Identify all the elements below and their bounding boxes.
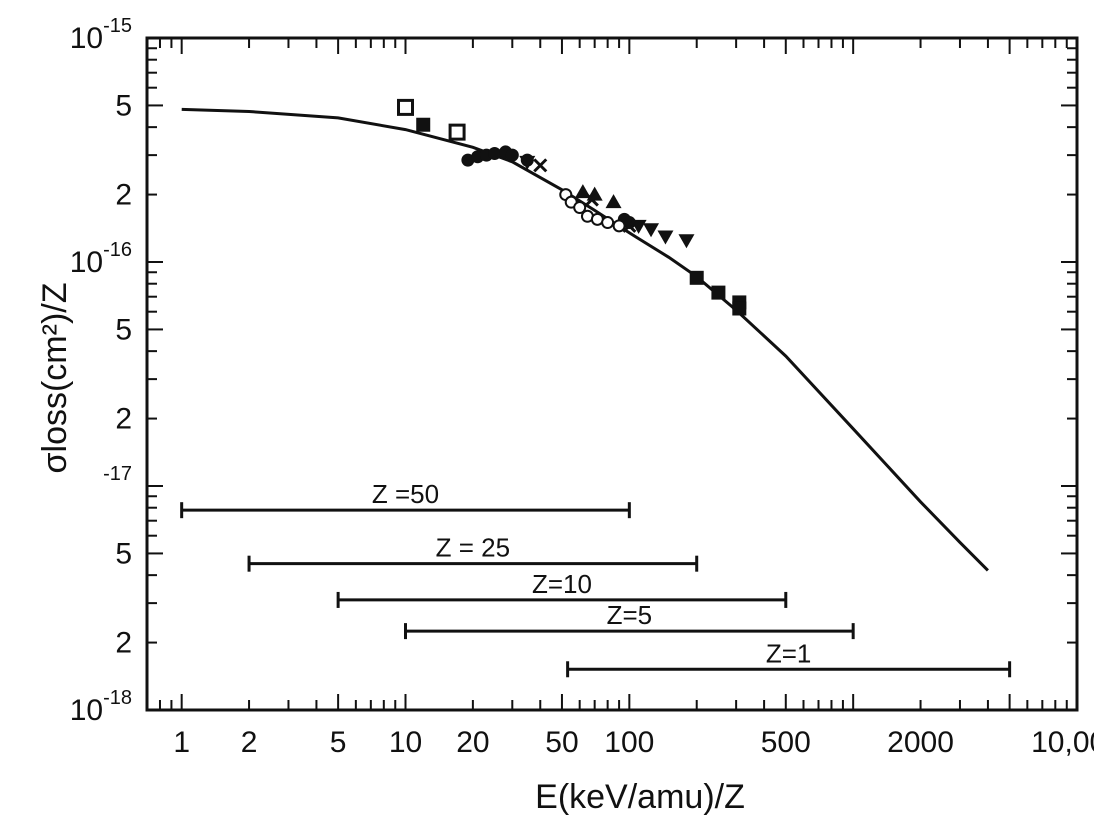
filled-down-triangle-marker — [657, 230, 674, 245]
x-tick-label: 50 — [545, 726, 578, 759]
filled-triangle-marker — [605, 194, 622, 209]
y-tick-base: 10 — [70, 22, 103, 55]
open-circle-marker — [612, 219, 626, 233]
cross-marker — [533, 158, 548, 173]
x-tick-label: 2000 — [887, 726, 954, 759]
y-tick-label: 2 — [115, 179, 132, 212]
filled-square-marker — [416, 117, 431, 132]
x-tick-label: 1 — [173, 726, 190, 759]
open-circle-marker — [573, 201, 587, 215]
filled-circle-marker — [505, 148, 519, 162]
filled-down-triangle-marker — [643, 223, 660, 238]
filled-down-triangle-marker — [519, 155, 536, 170]
y-tick-label: 10-16 — [70, 239, 132, 279]
x-tick-label: 10,000 — [1031, 726, 1094, 759]
y-tick-label: 5 — [115, 89, 132, 122]
open-circle-marker — [601, 216, 615, 230]
y-tick-exponent: -15 — [103, 15, 132, 37]
x-tick-label: 500 — [761, 726, 811, 759]
x-tick-label: 10 — [389, 726, 422, 759]
y-tick-label: 5 — [115, 537, 132, 570]
filled-circle-marker — [488, 147, 502, 161]
z-range-bars: Z =50 Z = 25 Z=10 Z=5 Z=1 — [180, 479, 1012, 678]
filled-square-marker — [689, 270, 704, 285]
y-tick-label: 10-18 — [70, 687, 132, 727]
y-tick-label: 5 — [115, 313, 132, 346]
y-tick-label: 2 — [115, 627, 132, 660]
cross-marker — [584, 192, 599, 207]
x-axis-ticks: 1 2 5 10 20 50 100 500 2000 10,000 — [173, 726, 1094, 759]
filled-square-marker — [732, 301, 747, 316]
x-tick-label: 2 — [241, 726, 258, 759]
y-tick-exponent: -16 — [103, 239, 132, 261]
open-square-marker — [397, 98, 415, 116]
z-range-label: Z = 25 — [436, 533, 510, 563]
z-range-label: Z=5 — [607, 600, 653, 630]
cross-marker — [622, 218, 637, 233]
x-tick-label: 100 — [604, 726, 654, 759]
z-range-label: Z=1 — [766, 638, 812, 668]
minor-ticks — [146, 38, 1077, 711]
z-range-label: Z=10 — [532, 569, 592, 599]
y-tick-base: 10 — [70, 246, 103, 279]
x-tick-label: 5 — [330, 726, 347, 759]
y-tick-label: -17 — [103, 463, 132, 485]
y-tick-label: 10-15 — [70, 15, 132, 55]
fit-curve — [181, 107, 989, 572]
y-tick-exponent: -18 — [103, 687, 132, 709]
open-square-marker — [448, 123, 466, 141]
x-tick-label: 20 — [456, 726, 489, 759]
y-tick-exponent: -17 — [103, 463, 132, 485]
y-axis-label: σloss(cm²)/Z — [36, 283, 74, 474]
y-tick-label: 2 — [115, 403, 132, 436]
plot-frame — [145, 36, 1079, 712]
filled-down-triangle-marker — [630, 219, 647, 234]
y-tick-base: 10 — [70, 694, 103, 727]
filled-square-marker — [711, 285, 726, 300]
x-axis-label: E(keV/amu)/Z — [535, 778, 745, 816]
data-points — [397, 98, 747, 316]
filled-circle-marker — [622, 216, 636, 230]
z-range-label: Z =50 — [372, 479, 439, 509]
filled-down-triangle-marker — [678, 234, 695, 249]
